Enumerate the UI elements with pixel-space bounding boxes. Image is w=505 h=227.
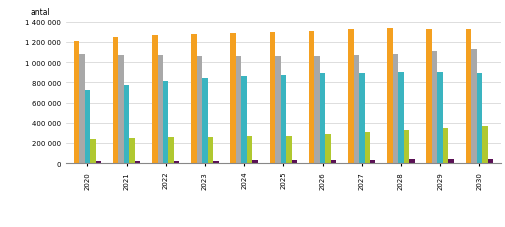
Bar — [392, 55, 397, 163]
Bar — [235, 57, 241, 163]
Bar — [129, 138, 134, 163]
Bar — [163, 82, 168, 163]
Bar — [330, 160, 336, 163]
Bar — [487, 159, 492, 163]
Bar — [476, 74, 481, 163]
Bar — [230, 34, 235, 163]
Bar — [347, 30, 353, 163]
Bar — [403, 130, 409, 163]
Bar — [481, 126, 487, 163]
Bar — [152, 36, 157, 163]
Bar — [168, 138, 174, 163]
Bar — [470, 50, 476, 163]
Bar — [308, 32, 314, 163]
Bar — [319, 74, 325, 163]
Bar — [191, 35, 196, 163]
Bar — [269, 33, 275, 163]
Bar — [426, 30, 431, 163]
Bar — [84, 91, 90, 163]
Bar — [90, 139, 95, 163]
Bar — [359, 74, 364, 163]
Bar — [196, 56, 202, 163]
Bar — [285, 136, 291, 163]
Bar — [280, 75, 285, 163]
Bar — [79, 55, 84, 163]
Bar — [246, 136, 252, 163]
Bar — [252, 161, 258, 163]
Bar — [386, 29, 392, 163]
Bar — [241, 77, 246, 163]
Text: antal: antal — [31, 8, 50, 17]
Bar — [95, 161, 101, 163]
Bar — [291, 160, 296, 163]
Bar — [314, 56, 319, 163]
Bar — [447, 159, 453, 163]
Bar — [353, 56, 359, 163]
Bar — [157, 56, 163, 163]
Bar — [364, 133, 369, 163]
Bar — [397, 73, 403, 163]
Bar — [436, 73, 442, 163]
Bar — [174, 161, 179, 163]
Bar — [465, 30, 470, 163]
Bar — [134, 161, 140, 163]
Bar — [325, 135, 330, 163]
Bar — [207, 137, 213, 163]
Bar — [275, 57, 280, 163]
Bar — [73, 42, 79, 163]
Bar — [202, 79, 207, 163]
Bar — [124, 86, 129, 163]
Bar — [213, 161, 218, 163]
Bar — [118, 55, 124, 163]
Bar — [442, 128, 447, 163]
Bar — [369, 160, 375, 163]
Bar — [431, 52, 436, 163]
Bar — [409, 160, 414, 163]
Bar — [113, 38, 118, 163]
